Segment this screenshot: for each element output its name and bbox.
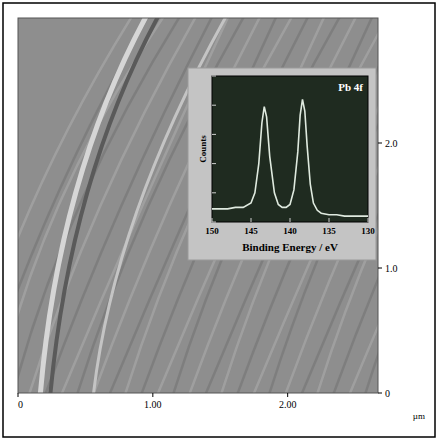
image-border	[18, 18, 378, 393]
y-tick-label: 2.0	[385, 138, 398, 149]
x-tick-label: 0	[18, 399, 23, 410]
x-tick-label: 1.00	[144, 399, 162, 410]
y-tick	[212, 222, 216, 223]
frame	[3, 3, 435, 437]
x-tick	[290, 218, 291, 222]
y-tick	[212, 192, 216, 193]
figure: 0 1.00 2.00 0 1.0 2.0 µm 150 145 140 135 130 Pb 4f Bi…	[0, 0, 439, 441]
x-axis-title: Binding Energy / eV	[242, 241, 338, 253]
y-tick-label: 1.0	[385, 263, 398, 274]
spectrum-line	[212, 99, 368, 216]
y-tick	[378, 268, 382, 269]
x-tick-label: 135	[322, 226, 336, 236]
y-tick	[212, 134, 216, 135]
x-tick-label: 130	[361, 226, 375, 236]
x-tick	[368, 218, 369, 222]
x-tick	[329, 218, 330, 222]
unit-label: µm	[413, 411, 425, 421]
y-tick-label: 0	[385, 388, 390, 399]
x-tick	[212, 218, 213, 222]
y-tick	[378, 143, 382, 144]
x-tick-label: 2.00	[279, 399, 297, 410]
inset-box	[188, 68, 376, 260]
texture	[28, 18, 198, 393]
afm-image	[18, 18, 378, 393]
x-tick	[18, 393, 19, 397]
x-tick-label: 145	[244, 226, 258, 236]
y-tick	[378, 393, 382, 394]
y-tick	[212, 76, 216, 77]
ridge-shadow	[50, 18, 160, 393]
x-tick	[152, 393, 153, 397]
x-tick-label: 140	[283, 226, 297, 236]
x-tick	[287, 393, 288, 397]
plot-area	[212, 76, 368, 222]
x-tick	[251, 218, 252, 222]
y-axis-title: Counts	[198, 135, 208, 163]
series-group	[212, 99, 368, 216]
inset-title: Pb 4f	[338, 81, 363, 93]
y-tick	[212, 163, 216, 164]
x-tick-label: 150	[205, 226, 219, 236]
y-tick	[212, 105, 216, 106]
